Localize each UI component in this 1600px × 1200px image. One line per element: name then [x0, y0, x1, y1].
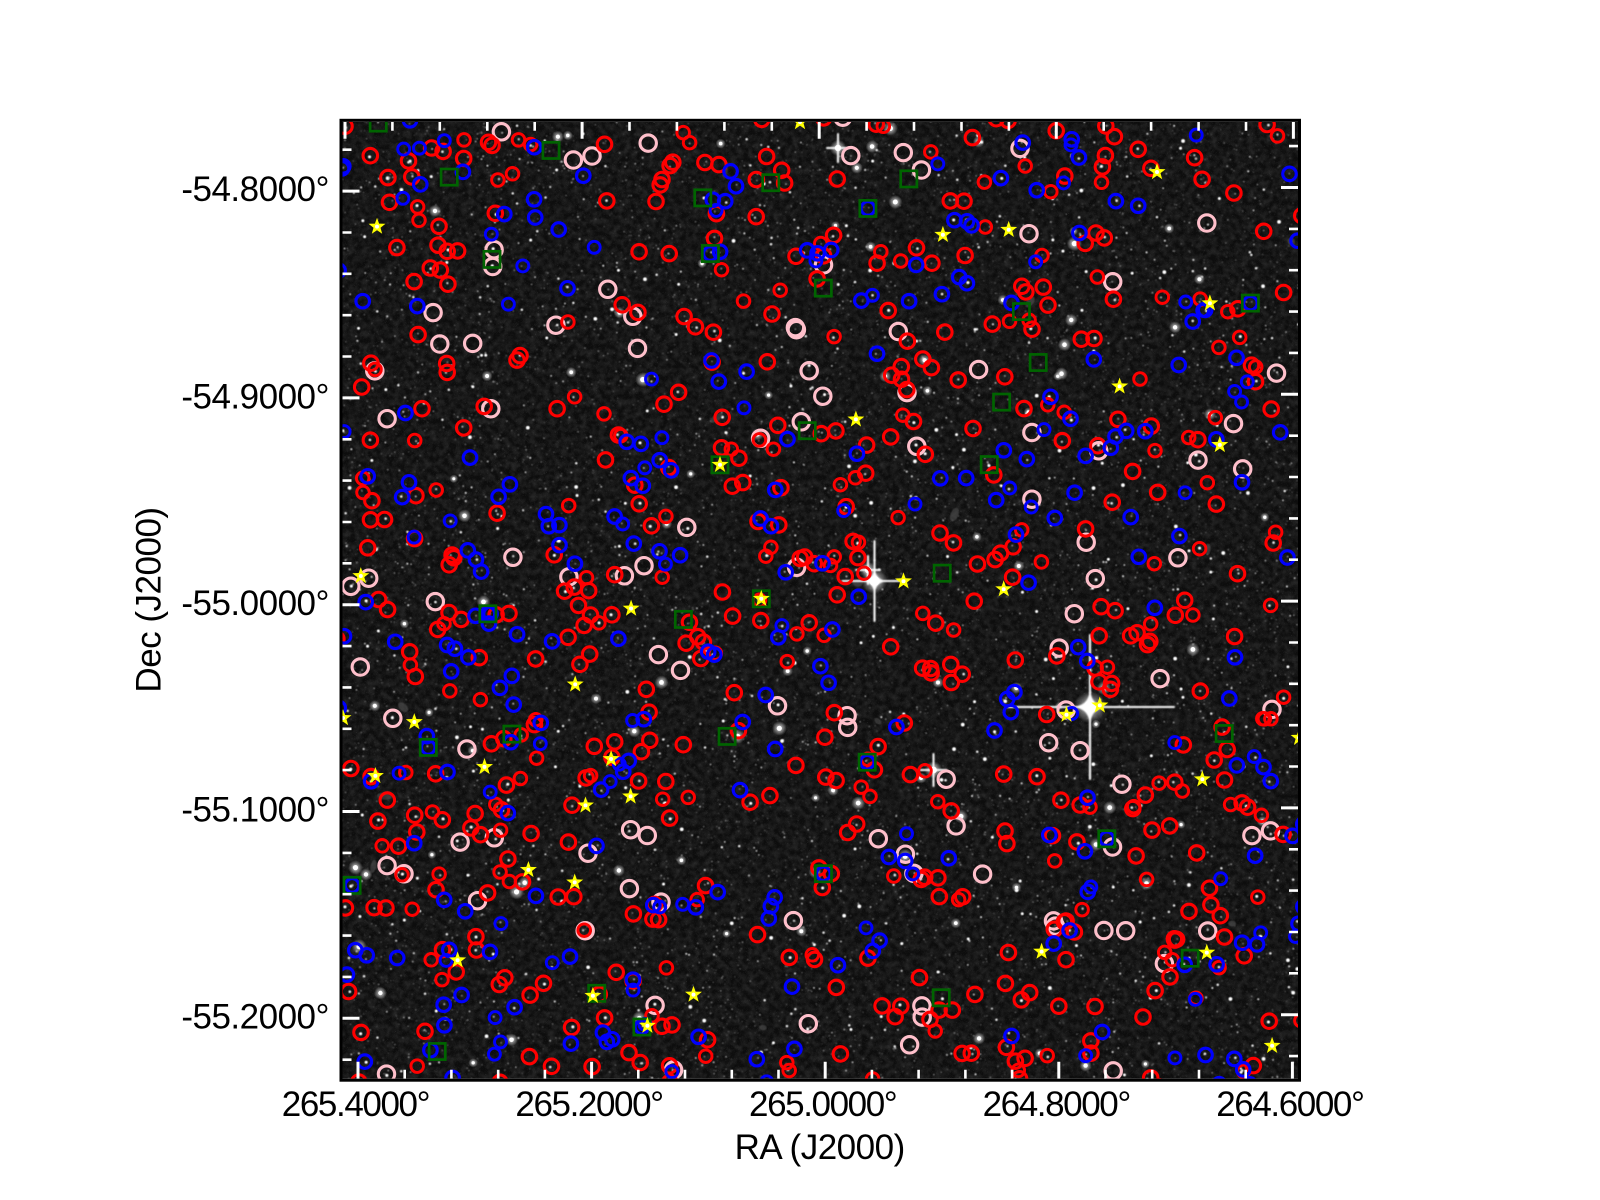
- svg-text:265.4000°: 265.4000°: [282, 1085, 429, 1124]
- svg-text:Dec (J2000): Dec (J2000): [130, 507, 169, 692]
- svg-text:265.0000°: 265.0000°: [749, 1085, 896, 1124]
- svg-text:264.8000°: 264.8000°: [983, 1085, 1130, 1124]
- svg-text:-54.9000°: -54.9000°: [181, 377, 329, 416]
- svg-text:-55.1000°: -55.1000°: [181, 791, 329, 830]
- svg-text:265.2000°: 265.2000°: [515, 1085, 662, 1124]
- svg-text:-54.8000°: -54.8000°: [181, 170, 329, 209]
- svg-text:-55.0000°: -55.0000°: [181, 584, 329, 623]
- svg-text:264.6000°: 264.6000°: [1216, 1085, 1363, 1124]
- svg-text:-55.2000°: -55.2000°: [181, 997, 329, 1036]
- svg-text:RA (J2000): RA (J2000): [735, 1128, 905, 1167]
